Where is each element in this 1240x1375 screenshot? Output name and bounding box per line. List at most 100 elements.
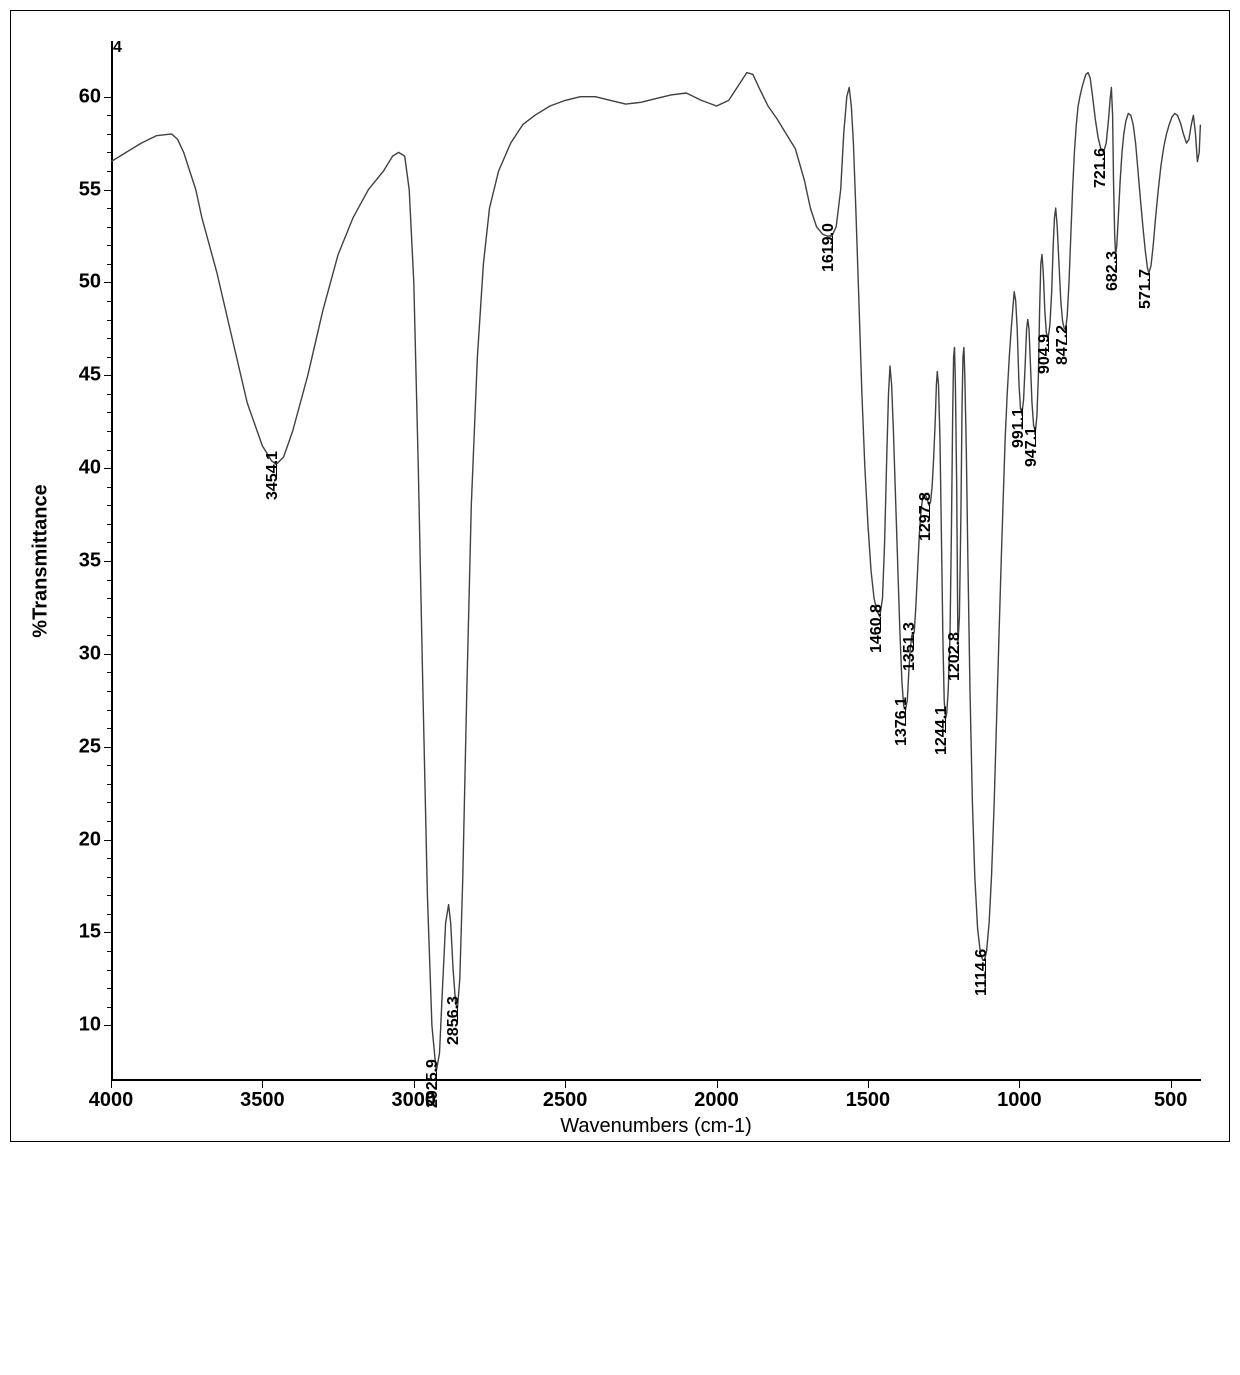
x-tick [1171,1081,1172,1088]
peak-label: 904.9 [1036,334,1054,374]
y-tick-minor [107,914,111,915]
peak-label: 947.1 [1023,427,1041,467]
y-tick-minor [107,877,111,878]
spectrum-trace [111,73,1200,1072]
x-tick-label: 4000 [89,1089,134,1112]
y-tick-minor [107,710,111,711]
peak-label: 1244.1 [933,706,951,755]
x-tick-label: 2000 [694,1089,739,1112]
y-tick-minor [107,598,111,599]
y-tick-label: 20 [79,828,101,851]
x-tick-label: 1500 [846,1089,891,1112]
y-tick [104,747,111,748]
y-tick-minor [107,245,111,246]
chart-frame: %Transmittance Wavenumbers (cm-1) 4000 35… [10,10,1230,1142]
y-tick [104,468,111,469]
y-tick [104,190,111,191]
y-tick [104,1025,111,1026]
y-tick-minor [107,134,111,135]
y-tick-minor [107,970,111,971]
y-tick-minor [107,338,111,339]
y-tick [104,840,111,841]
peak-label: 1376.1 [893,697,911,746]
y-tick-minor [107,450,111,451]
y-tick-minor [107,320,111,321]
y-tick-label: 40 [79,457,101,480]
y-axis-title: %Transmittance [30,484,53,637]
y-tick-minor [107,672,111,673]
y-tick [104,282,111,283]
peak-label: 571.7 [1137,269,1155,309]
y-tick-minor [107,635,111,636]
peak-label: 682.3 [1104,251,1122,291]
y-tick-label: 10 [79,1014,101,1037]
x-tick [717,1081,718,1088]
x-tick-label: 2500 [543,1089,588,1112]
y-tick-label: 15 [79,921,101,944]
y-tick-label: 30 [79,642,101,665]
y-tick-minor [107,821,111,822]
x-tick-label: 3500 [240,1089,285,1112]
peak-label: 2925.9 [424,1059,442,1108]
y-tick-label: 35 [79,550,101,573]
x-tick [565,1081,566,1088]
y-tick-label: 25 [79,735,101,758]
y-tick-minor [107,895,111,896]
y-tick-minor [107,580,111,581]
y-tick-minor [107,542,111,543]
peak-label: 1460.8 [868,604,886,653]
y-tick-minor [107,858,111,859]
peak-label: 1619.0 [820,223,838,272]
plot-area: %Transmittance Wavenumbers (cm-1) 400035… [111,41,1201,1081]
spectrum-svg [111,41,1201,1081]
y-tick-label: 55 [79,178,101,201]
y-tick-label: 45 [79,364,101,387]
x-tick [262,1081,263,1088]
peak-label: 3454.1 [264,451,282,500]
peak-label: 847.2 [1054,325,1072,365]
y-tick-minor [107,728,111,729]
y-tick-minor [107,208,111,209]
y-tick [104,932,111,933]
peak-label: 1202.8 [946,632,964,681]
y-tick-minor [107,784,111,785]
y-tick [104,375,111,376]
y-tick-minor [107,802,111,803]
y-tick-minor [107,431,111,432]
y-tick-minor [107,412,111,413]
y-tick-label: 50 [79,271,101,294]
y-tick-minor [107,765,111,766]
x-tick [868,1081,869,1088]
y-tick-minor [107,227,111,228]
y-tick-minor [107,505,111,506]
peak-label: 1351.3 [901,622,919,671]
y-tick [104,97,111,98]
y-tick-minor [107,152,111,153]
y-tick-minor [107,951,111,952]
peak-label: 1297.8 [917,492,935,541]
y-tick [104,561,111,562]
y-tick-minor [107,487,111,488]
y-tick-minor [107,264,111,265]
y-tick-minor [107,301,111,302]
y-tick-minor [107,1007,111,1008]
y-tick-minor [107,617,111,618]
x-axis-title: Wavenumbers (cm-1) [560,1115,752,1138]
x-tick [414,1081,415,1088]
x-tick [111,1081,112,1088]
x-tick-label: 500 [1154,1089,1187,1112]
y-tick-minor [107,988,111,989]
peak-label: 2856.3 [445,996,463,1045]
peak-label: 1114.6 [973,949,991,996]
x-tick [1019,1081,1020,1088]
y-tick-minor [107,691,111,692]
y-tick-minor [107,357,111,358]
y-tick-minor [107,524,111,525]
y-tick-minor [107,115,111,116]
y-tick [104,654,111,655]
y-tick-minor [107,171,111,172]
y-tick-label: 60 [79,85,101,108]
top-marker: 4 [113,39,122,57]
x-tick-label: 1000 [997,1089,1042,1112]
peak-label: 721.6 [1092,148,1110,188]
